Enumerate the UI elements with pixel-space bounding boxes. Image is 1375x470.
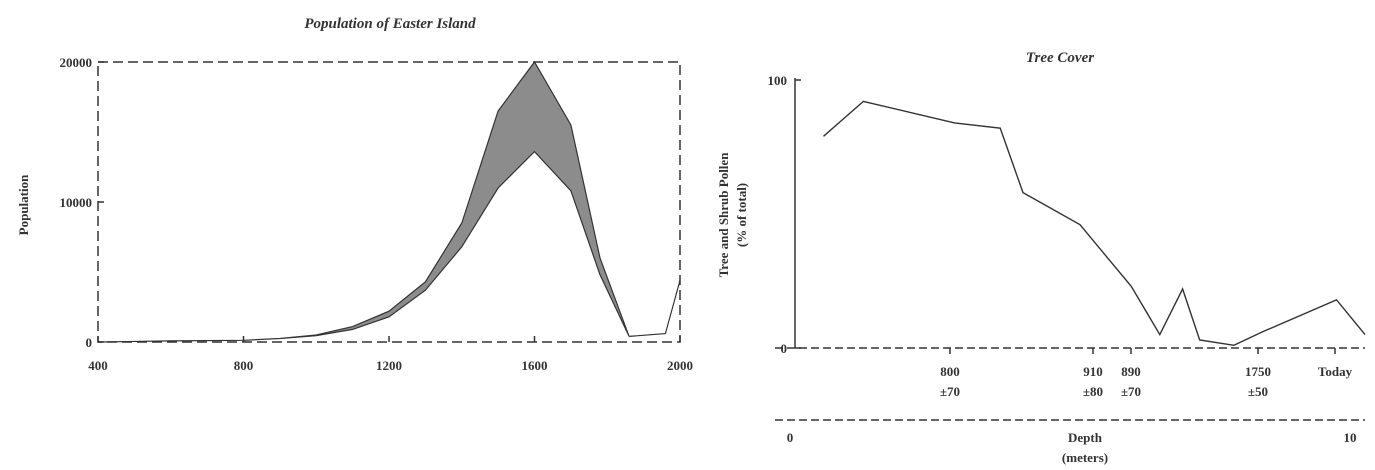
date-labels: 800 ±70 910 ±80 890 ±70 1750 ±50 Today bbox=[940, 348, 1353, 399]
date-label: 890 bbox=[1121, 364, 1141, 379]
y-tick-label: 20000 bbox=[60, 55, 93, 70]
y-tick-label: 0 bbox=[86, 335, 93, 350]
y-axis-ticks: 0 100 bbox=[768, 73, 801, 356]
date-error-label: ±70 bbox=[940, 384, 960, 399]
population-chart: Population of Easter Island 400 800 1200 16… bbox=[16, 16, 693, 373]
tree-cover-line bbox=[823, 100, 1366, 347]
depth-axis-unit: (meters) bbox=[1062, 450, 1108, 465]
y-tick-label: 100 bbox=[768, 73, 788, 88]
population-modern-line bbox=[629, 280, 681, 337]
depth-tick-label: 10 bbox=[1344, 430, 1357, 445]
chart-title: Population of Easter Island bbox=[304, 16, 476, 32]
date-error-label: ±80 bbox=[1083, 384, 1103, 399]
date-error-label: ±70 bbox=[1121, 384, 1141, 399]
x-axis-ticks: 400 800 1200 1600 2000 bbox=[88, 336, 693, 373]
y-axis-label: Population bbox=[16, 174, 31, 235]
chart-title: Tree Cover bbox=[1026, 50, 1094, 66]
date-label: 910 bbox=[1083, 364, 1103, 379]
depth-axis-label: Depth bbox=[1068, 430, 1103, 445]
y-axis-ticks: 0 10000 20000 bbox=[60, 55, 104, 350]
depth-axis-ticks: 0 10 bbox=[787, 430, 1357, 445]
date-label: 1750 bbox=[1245, 364, 1271, 379]
x-tick-label: 1600 bbox=[522, 358, 548, 373]
x-tick-label: 1200 bbox=[376, 358, 402, 373]
date-label: 800 bbox=[940, 364, 960, 379]
y-tick-label: 10000 bbox=[60, 195, 93, 210]
y-axis-label: Tree and Shrub Pollen (% of total) bbox=[716, 152, 749, 278]
y-tick-label: 0 bbox=[781, 341, 788, 356]
plot-frame bbox=[97, 61, 681, 343]
x-tick-label: 2000 bbox=[667, 358, 693, 373]
depth-tick-label: 0 bbox=[787, 430, 794, 445]
date-label: Today bbox=[1318, 364, 1353, 379]
x-tick-label: 400 bbox=[88, 358, 108, 373]
population-range-band bbox=[97, 60, 630, 343]
date-error-label: ±50 bbox=[1248, 384, 1268, 399]
x-tick-label: 800 bbox=[234, 358, 254, 373]
